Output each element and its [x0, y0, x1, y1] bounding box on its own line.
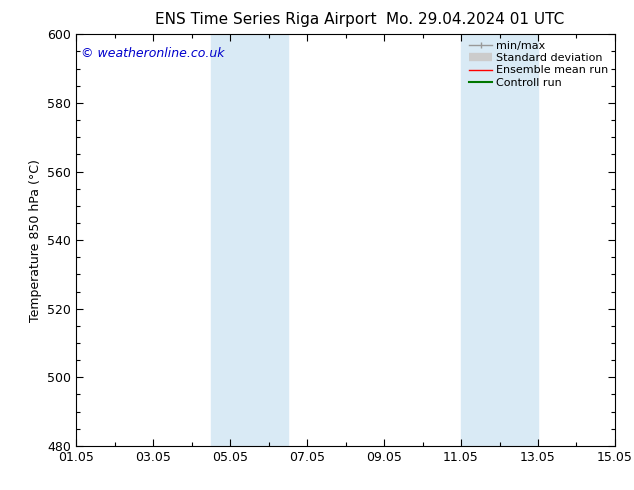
- Legend: min/max, Standard deviation, Ensemble mean run, Controll run: min/max, Standard deviation, Ensemble me…: [465, 37, 612, 92]
- Bar: [210, 34, 249, 446]
- Bar: [249, 34, 288, 446]
- Bar: [461, 34, 500, 446]
- Text: Mo. 29.04.2024 01 UTC: Mo. 29.04.2024 01 UTC: [386, 12, 565, 27]
- Y-axis label: Temperature 850 hPa (°C): Temperature 850 hPa (°C): [29, 159, 42, 321]
- Text: © weatheronline.co.uk: © weatheronline.co.uk: [81, 47, 225, 60]
- Text: ENS Time Series Riga Airport: ENS Time Series Riga Airport: [155, 12, 377, 27]
- Bar: [500, 34, 538, 446]
